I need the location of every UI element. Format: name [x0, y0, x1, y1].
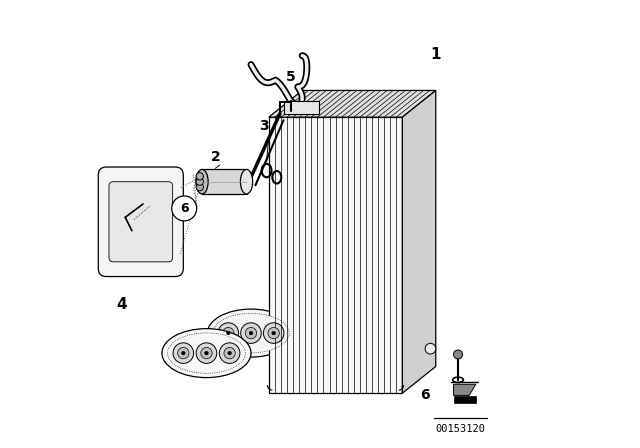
Circle shape — [245, 327, 257, 339]
Circle shape — [220, 343, 240, 363]
Ellipse shape — [168, 333, 245, 373]
Circle shape — [425, 343, 436, 354]
Circle shape — [182, 351, 185, 355]
Text: 6: 6 — [180, 202, 189, 215]
FancyBboxPatch shape — [109, 182, 173, 262]
Circle shape — [172, 196, 196, 221]
Ellipse shape — [196, 169, 208, 194]
Polygon shape — [454, 396, 476, 404]
Ellipse shape — [213, 313, 289, 353]
Circle shape — [223, 327, 234, 339]
Circle shape — [268, 327, 279, 339]
Polygon shape — [284, 101, 319, 115]
Circle shape — [173, 343, 194, 363]
Circle shape — [205, 351, 208, 355]
Ellipse shape — [207, 309, 294, 357]
Text: 00153120: 00153120 — [435, 424, 485, 434]
Polygon shape — [269, 117, 403, 393]
Text: 4: 4 — [116, 297, 127, 312]
Circle shape — [241, 323, 261, 343]
Circle shape — [218, 323, 239, 343]
Circle shape — [272, 331, 276, 335]
Text: 2: 2 — [211, 150, 220, 164]
Circle shape — [178, 348, 189, 359]
Circle shape — [196, 343, 217, 363]
Circle shape — [196, 178, 204, 185]
Text: 3: 3 — [260, 119, 269, 133]
Text: 5: 5 — [286, 70, 296, 84]
Ellipse shape — [162, 329, 251, 378]
Circle shape — [224, 348, 236, 359]
Circle shape — [249, 331, 253, 335]
Circle shape — [201, 348, 212, 359]
Text: 1: 1 — [431, 47, 441, 62]
Polygon shape — [269, 90, 436, 117]
Circle shape — [454, 350, 463, 359]
Ellipse shape — [241, 169, 253, 194]
Polygon shape — [202, 169, 246, 194]
Polygon shape — [403, 90, 436, 393]
Polygon shape — [454, 384, 476, 396]
FancyBboxPatch shape — [99, 167, 183, 276]
Circle shape — [228, 351, 232, 355]
Circle shape — [227, 331, 230, 335]
Circle shape — [196, 172, 204, 180]
Text: 6: 6 — [420, 388, 429, 402]
Circle shape — [264, 323, 284, 343]
Circle shape — [196, 183, 204, 191]
